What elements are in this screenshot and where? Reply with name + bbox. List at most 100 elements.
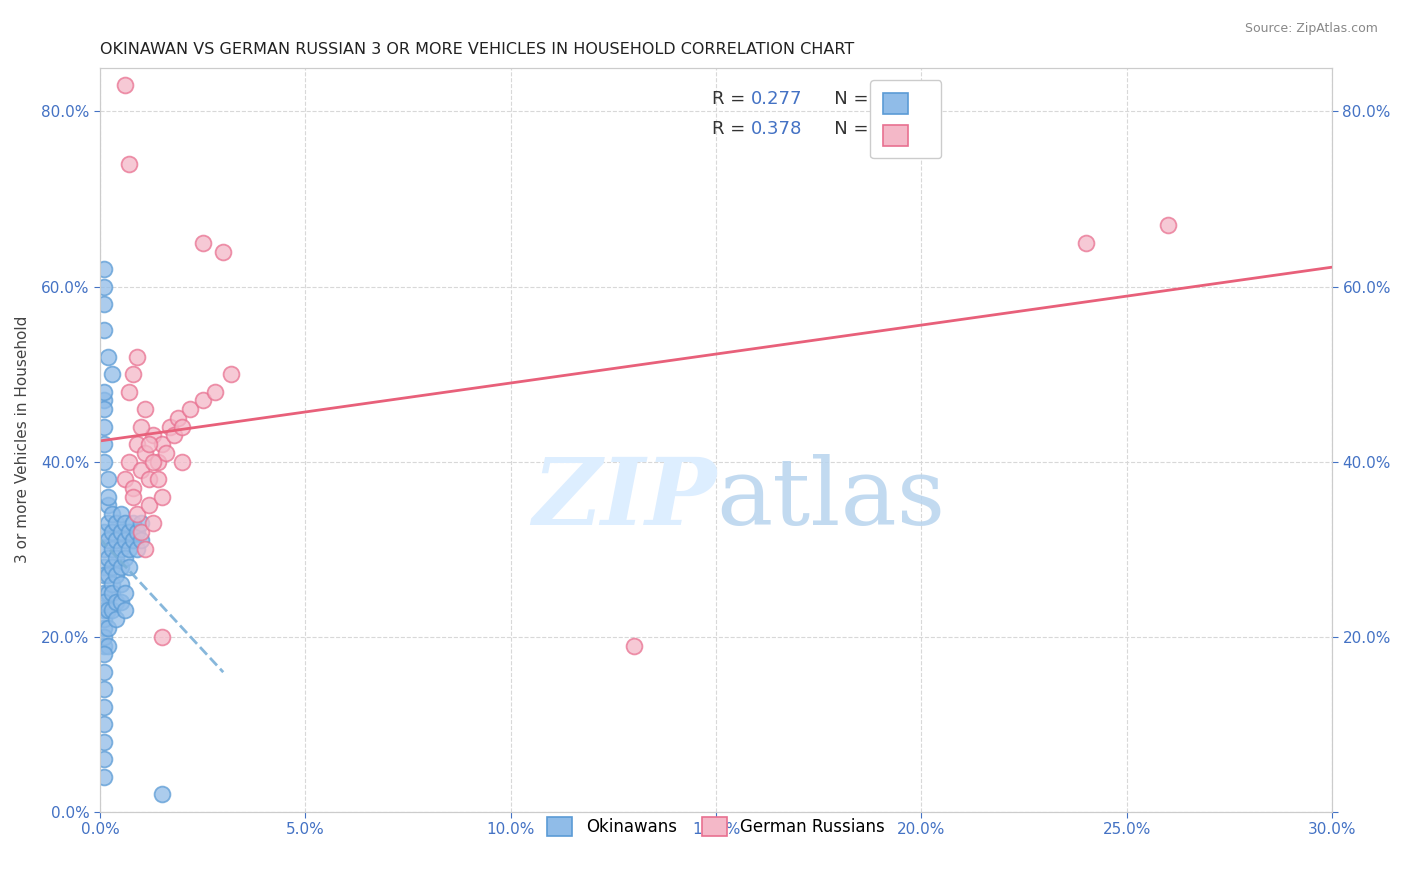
Point [1157,219,1180,233]
Point [93,665,115,679]
Text: 43: 43 [883,120,905,137]
Point [122,481,145,495]
Point [93,402,115,417]
Legend: Okinawans, German Russians: Okinawans, German Russians [538,808,893,845]
Point [110,524,132,539]
Point [97,472,120,486]
Point [172,419,194,434]
Point [129,463,152,477]
Point [101,542,124,557]
Point [97,350,120,364]
Point [93,752,115,766]
Text: OKINAWAN VS GERMAN RUSSIAN 3 OR MORE VEHICLES IN HOUSEHOLD CORRELATION CHART: OKINAWAN VS GERMAN RUSSIAN 3 OR MORE VEH… [100,42,855,57]
Point [125,542,148,557]
Text: atlas: atlas [716,454,945,544]
Point [118,157,141,171]
Point [101,559,124,574]
Point [1074,235,1097,250]
Point [93,630,115,644]
Point [204,384,226,399]
Point [110,542,132,557]
Point [179,402,201,417]
Point [146,455,169,469]
Point [93,524,115,539]
Point [150,437,173,451]
Point [93,612,115,626]
Point [114,516,136,530]
Text: Source: ZipAtlas.com: Source: ZipAtlas.com [1244,22,1378,36]
Point [129,419,152,434]
Point [221,367,243,381]
Point [122,367,145,381]
Point [93,699,115,714]
Point [93,297,115,311]
Point [97,568,120,582]
Point [101,577,124,591]
Point [105,533,128,548]
Point [97,621,120,635]
Point [97,533,120,548]
Point [150,490,173,504]
Point [101,603,124,617]
Point [93,559,115,574]
Point [93,717,115,731]
Point [125,437,148,451]
Point [118,559,141,574]
Point [167,410,190,425]
Text: R =: R = [713,90,751,108]
Point [114,78,136,92]
Point [93,542,115,557]
Point [93,568,115,582]
Point [122,516,145,530]
Point [129,516,152,530]
Point [101,524,124,539]
Point [93,393,115,408]
Point [150,630,173,644]
Point [105,516,128,530]
Point [134,446,156,460]
Point [118,542,141,557]
Point [93,586,115,600]
Point [125,524,148,539]
Point [138,472,160,486]
Point [93,279,115,293]
Point [159,419,181,434]
Point [97,639,120,653]
Point [97,490,120,504]
Point [118,384,141,399]
Point [93,262,115,277]
Point [172,455,194,469]
Text: ZIP: ZIP [531,454,716,544]
Point [97,499,120,513]
Text: R =: R = [713,120,751,137]
Point [110,507,132,521]
Point [93,682,115,697]
Point [93,639,115,653]
Point [93,770,115,784]
Point [93,455,115,469]
Point [118,455,141,469]
Point [97,551,120,566]
Point [138,499,160,513]
Point [191,235,214,250]
Point [623,639,645,653]
Text: N =: N = [817,90,875,108]
Text: N =: N = [817,120,875,137]
Point [97,516,120,530]
Point [97,586,120,600]
Point [114,533,136,548]
Point [138,437,160,451]
Point [142,455,165,469]
Point [125,507,148,521]
Point [163,428,186,442]
Point [142,516,165,530]
Point [125,350,148,364]
Point [93,323,115,337]
Point [150,788,173,802]
Point [105,551,128,566]
Text: 77: 77 [883,90,905,108]
Point [93,595,115,609]
Point [134,402,156,417]
Point [146,472,169,486]
Point [105,595,128,609]
